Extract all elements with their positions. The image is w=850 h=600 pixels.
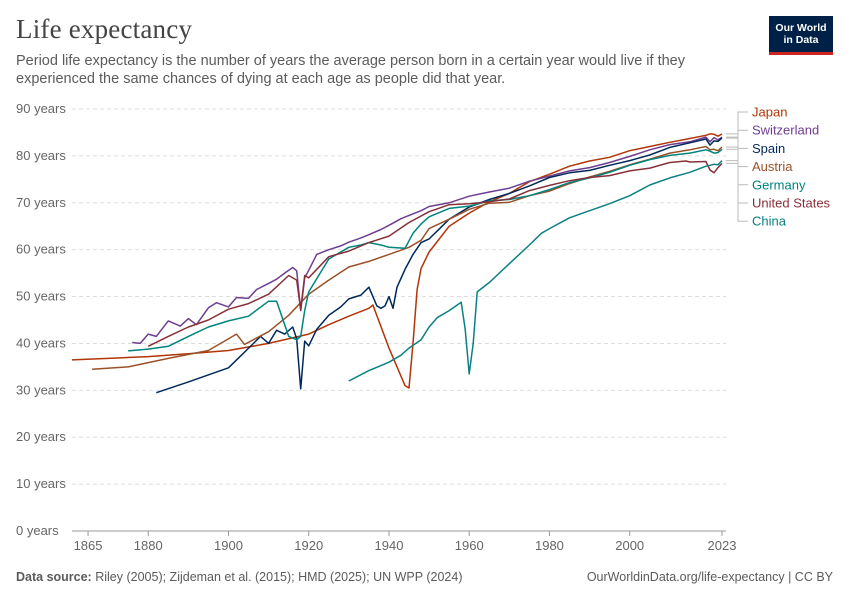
x-tick-label: 2000 [615, 538, 644, 553]
legend: Japan Switzerland Spain Austria Germany Unite… [725, 105, 831, 229]
y-tick-label: 10 years [16, 476, 66, 491]
y-tick-label: 60 years [16, 242, 66, 257]
owid-logo[interactable]: Our World in Data [769, 16, 833, 55]
series-line-spain[interactable] [156, 137, 723, 394]
legend-connector [725, 160, 748, 222]
x-tick-label: 1865 [74, 538, 103, 553]
x-tick-label: 1900 [214, 538, 243, 553]
y-tick-label: 50 years [16, 289, 66, 304]
series-lines [71, 133, 723, 394]
legend-label-china[interactable]: China [752, 214, 787, 229]
y-tick-label: 70 years [16, 195, 66, 210]
y-tick-label: 0 years [16, 523, 59, 538]
logo-line-1: Our World [775, 22, 827, 34]
x-tick-label: 1880 [134, 538, 163, 553]
legend-connector [725, 111, 748, 135]
series-line-austria[interactable] [92, 145, 723, 370]
logo-line-2: in Data [783, 34, 819, 46]
grid-lines [72, 108, 726, 532]
legend-label-united-states[interactable]: United States [752, 196, 831, 211]
y-tick-label: 30 years [16, 382, 66, 397]
legend-label-japan[interactable]: Japan [752, 105, 787, 120]
legend-connector [725, 137, 748, 149]
legend-connector [725, 129, 748, 138]
y-axis: 0 years 10 years 20 years 30 years 40 years 5… [16, 101, 66, 538]
series-line-united-states[interactable] [147, 160, 723, 347]
series-line-japan[interactable] [71, 133, 723, 389]
data-source: Data source: Riley (2005); Zijdeman et a… [16, 570, 463, 584]
legend-label-germany[interactable]: Germany [752, 177, 806, 192]
x-tick-label: 2023 [708, 538, 737, 553]
data-source-text: Riley (2005); Zijdeman et al. (2015); HM… [95, 570, 463, 584]
x-tick-label: 1940 [375, 538, 404, 553]
chart-subtitle: Period life expectancy is the number of … [16, 53, 685, 87]
x-tick-label: 1920 [294, 538, 323, 553]
data-source-label: Data source: [16, 570, 92, 584]
y-tick-label: 90 years [16, 101, 66, 116]
x-axis: 1865 1880 1900 1920 1940 1960 1980 2000 2023 [74, 531, 737, 553]
legend-connector [725, 162, 748, 204]
series-line-china[interactable] [348, 160, 723, 382]
series-line-switzerland[interactable] [132, 136, 723, 345]
legend-label-switzerland[interactable]: Switzerland [752, 123, 819, 138]
legend-label-austria[interactable]: Austria [752, 159, 793, 174]
legend-label-spain[interactable]: Spain [752, 141, 785, 156]
series-line-germany[interactable] [128, 148, 723, 352]
x-tick-label: 1960 [455, 538, 484, 553]
y-tick-label: 20 years [16, 429, 66, 444]
source-url-link[interactable]: OurWorldinData.org/life-expectancy | CC … [586, 570, 833, 584]
y-tick-label: 80 years [16, 148, 66, 163]
x-tick-label: 1980 [535, 538, 564, 553]
chart-title: Life expectancy [16, 14, 193, 44]
y-tick-label: 40 years [16, 335, 66, 350]
